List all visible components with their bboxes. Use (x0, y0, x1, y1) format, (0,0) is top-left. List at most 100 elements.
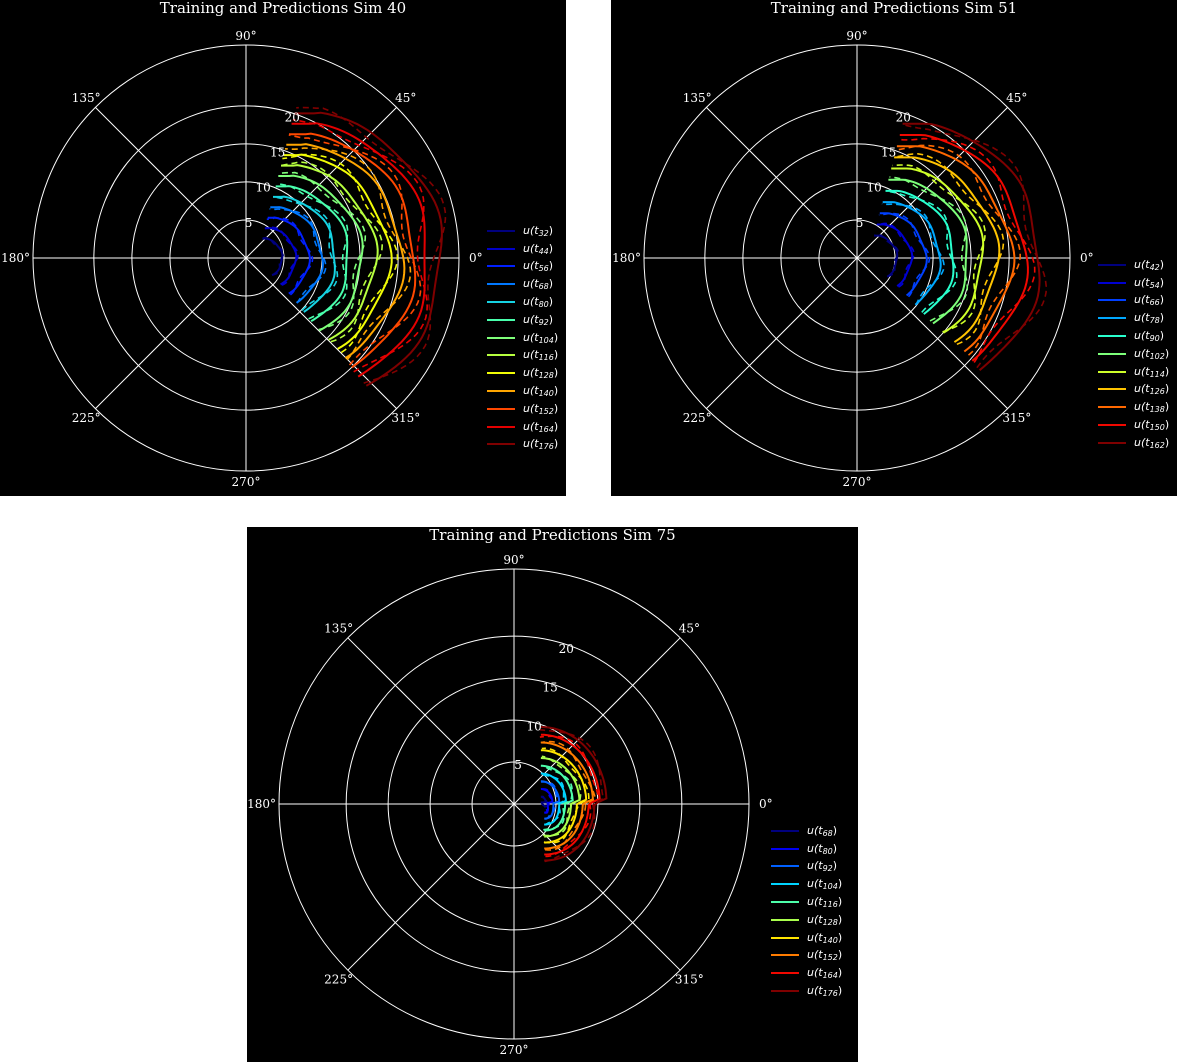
prediction-curve (885, 189, 958, 313)
legend-label: u(t164) (807, 966, 843, 981)
legend-swatch (487, 443, 515, 446)
prediction-curve (892, 164, 986, 333)
legend-item: u(t68) (771, 822, 842, 840)
legend-swatch (771, 936, 799, 939)
training-curve (273, 195, 336, 313)
angle-tick-label: 0° (1080, 251, 1094, 265)
legend-item: u(t104) (771, 875, 842, 893)
prediction-curve (296, 106, 447, 384)
legend-item: u(t42) (1098, 256, 1169, 274)
prediction-curve (540, 788, 555, 814)
legend-swatch (771, 972, 799, 975)
legend-swatch (1098, 388, 1126, 391)
series-104 (278, 171, 367, 332)
radial-tick-label: 10 (866, 181, 881, 195)
prediction-curve (898, 137, 1036, 363)
radial-tick-label: 10 (255, 181, 270, 195)
angular-gridline (95, 257, 247, 409)
prediction-curve (540, 795, 548, 808)
angular-gridline (513, 637, 681, 805)
angle-tick-label: 180° (1, 251, 30, 265)
angle-tick-label: 225° (683, 411, 712, 425)
series-128 (540, 755, 582, 838)
legend-swatch (487, 318, 515, 321)
angular-gridline (856, 107, 1008, 259)
legend-item: u(t140) (487, 382, 558, 400)
angle-tick-label: 0° (759, 797, 773, 811)
legend-item: u(t68) (487, 275, 558, 293)
chart-legend: u(t42) u(t54) u(t66) u(t78) u(t90) u(t102) u(t… (1098, 256, 1169, 452)
legend-label: u(t104) (807, 877, 843, 892)
legend-item: u(t176) (487, 436, 558, 454)
legend-label: u(t54) (1134, 275, 1165, 290)
series-164 (539, 733, 601, 858)
legend-label: u(t92) (807, 859, 838, 874)
legend-label: u(t42) (1134, 257, 1165, 272)
legend-item: u(t150) (1098, 416, 1169, 434)
series-66 (878, 212, 931, 298)
legend-swatch (1098, 406, 1126, 409)
series-152 (540, 740, 597, 851)
angle-tick-label: 45° (395, 91, 416, 105)
legend-label: u(t102) (1134, 346, 1170, 361)
legend-label: u(t32) (523, 223, 554, 238)
series-164 (291, 118, 429, 378)
legend-label: u(t140) (523, 384, 559, 399)
legend-label: u(t78) (1134, 311, 1165, 326)
chart-legend: u(t68) u(t80) u(t92) u(t104) u(t116) u(t128) u… (771, 822, 842, 1000)
series-116 (280, 161, 384, 343)
legend-item: u(t80) (771, 840, 842, 858)
legend-swatch (1098, 281, 1126, 284)
series-32 (262, 237, 285, 276)
angular-gridline (513, 803, 681, 971)
prediction-curve (264, 226, 299, 286)
legend-item: u(t126) (1098, 381, 1169, 399)
series-42 (874, 233, 899, 278)
legend-item: u(t138) (1098, 398, 1169, 416)
legend-item: u(t90) (1098, 327, 1169, 345)
prediction-curve (269, 208, 327, 304)
radial-tick-label: 5 (514, 758, 522, 772)
angular-gridline (245, 257, 397, 409)
series-150 (898, 134, 1036, 363)
series-80 (540, 788, 555, 814)
radial-tick-label: 10 (526, 719, 541, 733)
chart-title: Training and Predictions Sim 40 (159, 0, 407, 17)
legend-swatch (1098, 352, 1126, 355)
angle-tick-label: 45° (1006, 91, 1027, 105)
legend-swatch (771, 883, 799, 886)
series-92 (275, 183, 349, 323)
series-92 (539, 780, 561, 820)
training-curve (902, 122, 1041, 371)
legend-item: u(t116) (487, 347, 558, 365)
polar-plot: 0° 45° 90° 135° 180° 225° 270° 315° 5 10 15 20 (247, 553, 773, 1057)
angle-tick-label: 225° (324, 972, 353, 986)
prediction-curve (288, 134, 422, 366)
series-116 (540, 764, 574, 832)
angular-gridline (347, 637, 515, 805)
angle-tick-label: 315° (675, 972, 704, 986)
training-curve (262, 237, 284, 276)
legend-label: u(t80) (807, 841, 838, 856)
legend-label: u(t68) (807, 823, 838, 838)
prediction-curve (282, 153, 399, 354)
angular-gridline (706, 107, 858, 259)
prediction-curve (895, 144, 1022, 356)
prediction-curve (876, 222, 915, 288)
training-curve (882, 201, 942, 306)
legend-item: u(t162) (1098, 434, 1169, 452)
legend-item: u(t128) (487, 364, 558, 382)
legend-swatch (487, 407, 515, 410)
legend-item: u(t54) (1098, 274, 1169, 292)
radial-tick-label: 20 (285, 110, 300, 124)
legend-item: u(t56) (487, 258, 558, 276)
prediction-curve (280, 161, 384, 343)
legend-item: u(t164) (487, 418, 558, 436)
angle-tick-label: 90° (846, 29, 867, 43)
series-54 (876, 222, 915, 288)
prediction-curve (541, 747, 590, 844)
series-140 (284, 143, 412, 361)
series-104 (539, 772, 567, 826)
legend-item: u(t114) (1098, 363, 1169, 381)
angle-tick-label: 180° (247, 797, 276, 811)
